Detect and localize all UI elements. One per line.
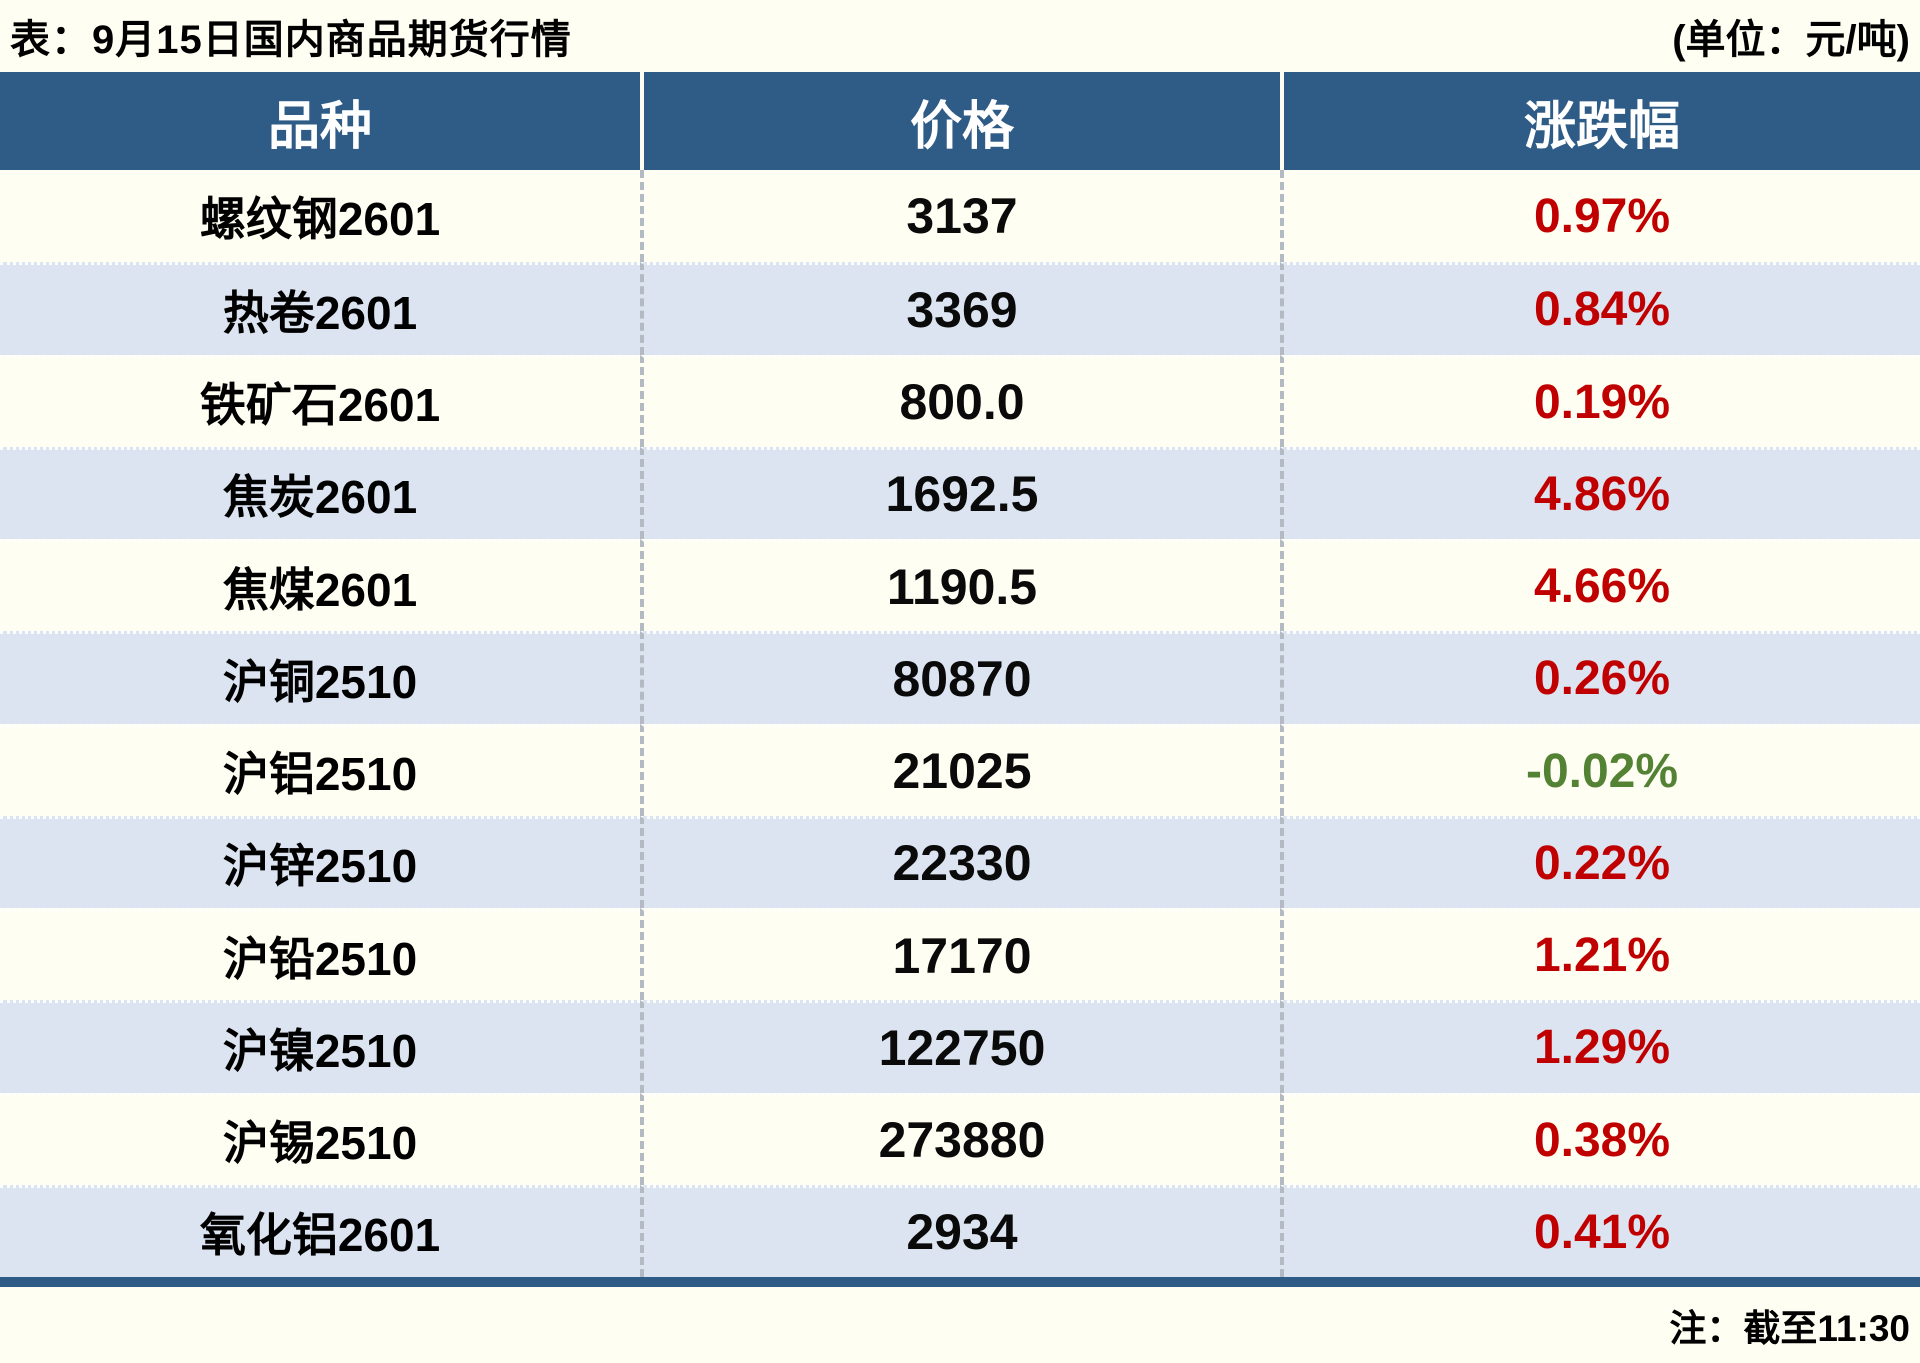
variety-cell: 沪镍2510: [0, 1000, 640, 1093]
price-cell: 1692.5: [640, 446, 1280, 539]
price-cell: 273880: [640, 1092, 1280, 1185]
footer-note: 注：截至11:30: [1669, 1307, 1910, 1349]
bottom-divider-bar: [0, 1277, 1920, 1287]
table-row: 沪铅2510 17170 1.21%: [0, 908, 1920, 1001]
page-title: 表：9月15日国内商品期货行情: [10, 18, 572, 62]
footer: 注：截至11:30: [0, 1287, 1920, 1362]
table-row: 热卷2601 3369 0.84%: [0, 262, 1920, 355]
change-cell: 4.86%: [1280, 446, 1920, 539]
table-row: 沪铝2510 21025 -0.02%: [0, 723, 1920, 816]
table-row: 焦煤2601 1190.5 4.66%: [0, 539, 1920, 632]
price-cell: 21025: [640, 723, 1280, 816]
table-body: 螺纹钢2601 3137 0.97% 热卷2601 3369 0.84% 铁矿石2601 80…: [0, 170, 1920, 1277]
header-row: 品种 价格 涨跌幅: [0, 72, 1920, 170]
col-header-price: 价格: [640, 72, 1280, 170]
change-cell: 0.84%: [1280, 262, 1920, 355]
price-cell: 17170: [640, 908, 1280, 1001]
top-bar: 表：9月15日国内商品期货行情 (单位：元/吨): [0, 0, 1920, 72]
variety-cell: 焦煤2601: [0, 539, 640, 631]
variety-cell: 沪铜2510: [0, 631, 640, 724]
table-row: 沪铜2510 80870 0.26%: [0, 631, 1920, 724]
variety-cell: 沪锌2510: [0, 815, 640, 908]
table-row: 氧化铝2601 2934 0.41%: [0, 1184, 1920, 1277]
price-cell: 122750: [640, 1000, 1280, 1093]
change-cell: -0.02%: [1280, 723, 1920, 816]
table-row: 螺纹钢2601 3137 0.97%: [0, 170, 1920, 263]
change-cell: 1.21%: [1280, 908, 1920, 1001]
table-row: 铁矿石2601 800.0 0.19%: [0, 354, 1920, 447]
change-cell: 0.22%: [1280, 815, 1920, 908]
variety-cell: 沪锡2510: [0, 1092, 640, 1185]
variety-cell: 氧化铝2601: [0, 1184, 640, 1277]
change-cell: 0.97%: [1280, 170, 1920, 263]
change-cell: 0.19%: [1280, 354, 1920, 447]
col-header-change: 涨跌幅: [1280, 72, 1920, 170]
price-cell: 3137: [640, 170, 1280, 263]
variety-cell: 铁矿石2601: [0, 354, 640, 447]
change-cell: 0.41%: [1280, 1184, 1920, 1277]
col-header-variety: 品种: [0, 72, 640, 170]
variety-cell: 螺纹钢2601: [199, 193, 441, 246]
variety-cell: 热卷2601: [0, 262, 640, 355]
price-cell: 22330: [640, 815, 1280, 908]
variety-cell: 沪铅2510: [0, 908, 640, 1000]
variety-cell: 焦炭2601: [0, 446, 640, 539]
table-header: 品种 价格 涨跌幅: [0, 72, 1920, 170]
table-row: 沪锡2510 273880 0.38%: [0, 1092, 1920, 1185]
change-cell: 1.29%: [1280, 1000, 1920, 1093]
price-cell: 3369: [640, 262, 1280, 355]
futures-table: 品种 价格 涨跌幅 螺纹钢2601 3137 0.97% 热卷2601 3369 0.84…: [0, 72, 1920, 1277]
variety-cell: 沪铝2510: [0, 723, 640, 816]
price-cell: 800.0: [640, 354, 1280, 447]
table-row: 焦炭2601 1692.5 4.86%: [0, 446, 1920, 539]
table-row: 沪锌2510 22330 0.22%: [0, 815, 1920, 908]
change-cell: 4.66%: [1280, 539, 1920, 632]
price-cell: 1190.5: [640, 539, 1280, 632]
table-row: 沪镍2510 122750 1.29%: [0, 1000, 1920, 1093]
change-cell: 0.26%: [1280, 631, 1920, 724]
price-cell: 80870: [640, 631, 1280, 724]
unit-label: (单位：元/吨): [1672, 18, 1910, 62]
change-cell: 0.38%: [1280, 1092, 1920, 1185]
price-cell: 2934: [640, 1184, 1280, 1277]
